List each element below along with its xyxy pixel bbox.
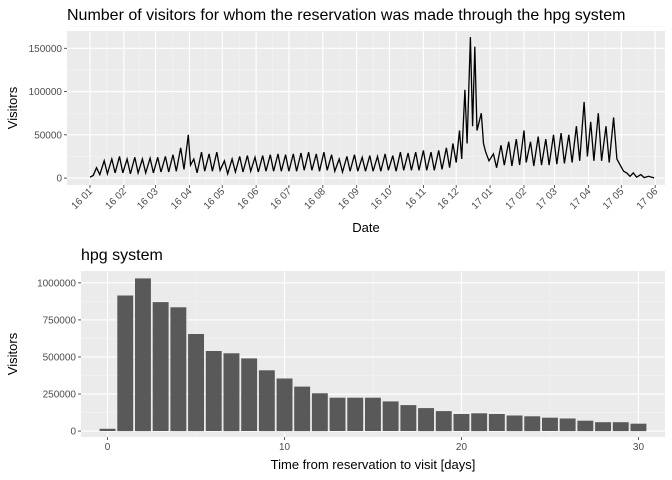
top-chart-x-tick-label: 16 07 <box>269 186 295 212</box>
top-chart-y-ticks: 0 50000 100000 150000 <box>29 44 67 185</box>
top-chart-x-tick-label: 17 02 <box>504 186 530 212</box>
bottom-chart-y-ticks: 0 250000 500000 750000 1000000 <box>37 278 81 438</box>
bottom-chart-x-axis-title: Time from reservation to visit [days] <box>271 457 476 472</box>
bottom-chart-bar <box>205 351 222 431</box>
bottom-chart-bar <box>595 422 611 432</box>
bottom-chart-bar <box>471 413 488 432</box>
top-chart-x-tick-label: 16 09 <box>336 186 362 212</box>
top-chart-x-tick-label: 16 03 <box>135 186 161 212</box>
bottom-chart-bar <box>559 418 576 432</box>
bottom-chart-bar <box>188 334 204 432</box>
top-chart-x-ticks: 16 01 16 02 16 03 16 04 16 05 16 06 16 07 16 08… <box>70 185 661 212</box>
bottom-chart-bar <box>488 414 505 431</box>
top-chart-x-axis-title: Date <box>352 220 379 235</box>
bottom-chart-bar <box>435 411 452 432</box>
top-chart-y-tick-label: 50000 <box>34 130 62 141</box>
bottom-chart: hpg system 0 250000 500000 750000 1000000 0 1… <box>5 247 665 472</box>
bottom-chart-bar <box>365 397 381 431</box>
top-chart-x-tick-label: 17 04 <box>568 186 594 212</box>
bottom-chart-bar <box>258 370 275 432</box>
top-chart-x-tick-label: 16 01 <box>70 186 96 212</box>
top-chart-x-tick-label: 16 10 <box>369 186 395 212</box>
top-chart-series-line <box>89 37 655 179</box>
bottom-chart-bar <box>418 408 434 432</box>
bottom-chart-y-tick-label: 750000 <box>43 315 77 326</box>
bottom-chart-bar <box>152 302 169 431</box>
top-chart-x-tick-label: 16 06 <box>236 186 262 212</box>
bottom-chart-title: hpg system <box>81 247 163 264</box>
bottom-chart-x-tick-label: 0 <box>105 442 111 453</box>
bottom-chart-bar <box>329 397 346 431</box>
bottom-chart-bar <box>294 386 311 432</box>
bottom-chart-bar <box>400 405 417 431</box>
top-chart: Number of visitors for whom the reservat… <box>5 7 665 235</box>
bottom-chart-y-tick-label: 1000000 <box>37 278 76 289</box>
bottom-chart-bar <box>382 401 399 431</box>
top-chart-x-tick-label: 17 05 <box>601 186 627 212</box>
top-chart-x-tick-label: 17 06 <box>635 186 661 212</box>
top-chart-x-tick-label: 16 12 <box>436 186 462 212</box>
bottom-chart-bar <box>453 414 470 431</box>
bottom-chart-x-tick-label: 20 <box>456 442 468 453</box>
bottom-chart-bar <box>630 423 647 432</box>
top-chart-y-tick-label: 100000 <box>29 87 63 98</box>
top-chart-x-tick-label: 16 02 <box>103 186 129 212</box>
bottom-chart-bar <box>276 378 293 432</box>
top-chart-y-axis-title: Visitors <box>5 86 20 129</box>
bottom-chart-bar <box>347 397 364 431</box>
top-chart-grid <box>67 26 665 185</box>
bottom-chart-y-tick-label: 250000 <box>43 390 77 401</box>
top-chart-x-tick-label: 17 01 <box>470 186 496 212</box>
bottom-chart-bar <box>506 415 523 432</box>
top-chart-y-tick-label: 150000 <box>29 44 63 55</box>
top-chart-x-tick-label: 16 05 <box>202 186 228 212</box>
bottom-chart-y-axis-title: Visitors <box>5 332 20 375</box>
bottom-chart-bar <box>577 420 594 432</box>
bottom-chart-bar <box>170 307 187 432</box>
top-chart-x-tick-label: 17 03 <box>534 186 560 212</box>
bottom-chart-bar <box>524 416 541 432</box>
bottom-chart-x-tick-label: 10 <box>279 442 291 453</box>
bottom-chart-bar <box>542 417 558 431</box>
bottom-chart-x-tick-label: 30 <box>633 442 645 453</box>
top-chart-y-tick-label: 0 <box>56 174 62 185</box>
top-chart-x-tick-label: 16 11 <box>404 186 429 211</box>
bottom-chart-y-tick-label: 500000 <box>43 352 77 363</box>
bottom-chart-bar <box>117 295 134 432</box>
top-chart-title: Number of visitors for whom the reservat… <box>67 7 625 24</box>
top-chart-x-tick-label: 16 04 <box>169 186 195 212</box>
bottom-chart-bar <box>99 428 116 431</box>
bottom-chart-bars <box>99 278 647 432</box>
bottom-chart-bar <box>241 358 258 431</box>
bottom-chart-bar <box>311 393 328 432</box>
bottom-chart-bar <box>612 422 629 432</box>
bottom-chart-y-tick-label: 0 <box>70 427 76 438</box>
bottom-chart-bar <box>223 353 240 432</box>
top-chart-x-tick-label: 16 08 <box>302 186 328 212</box>
bottom-chart-x-ticks: 0 10 20 30 <box>105 437 645 453</box>
bottom-chart-bar <box>135 278 151 432</box>
